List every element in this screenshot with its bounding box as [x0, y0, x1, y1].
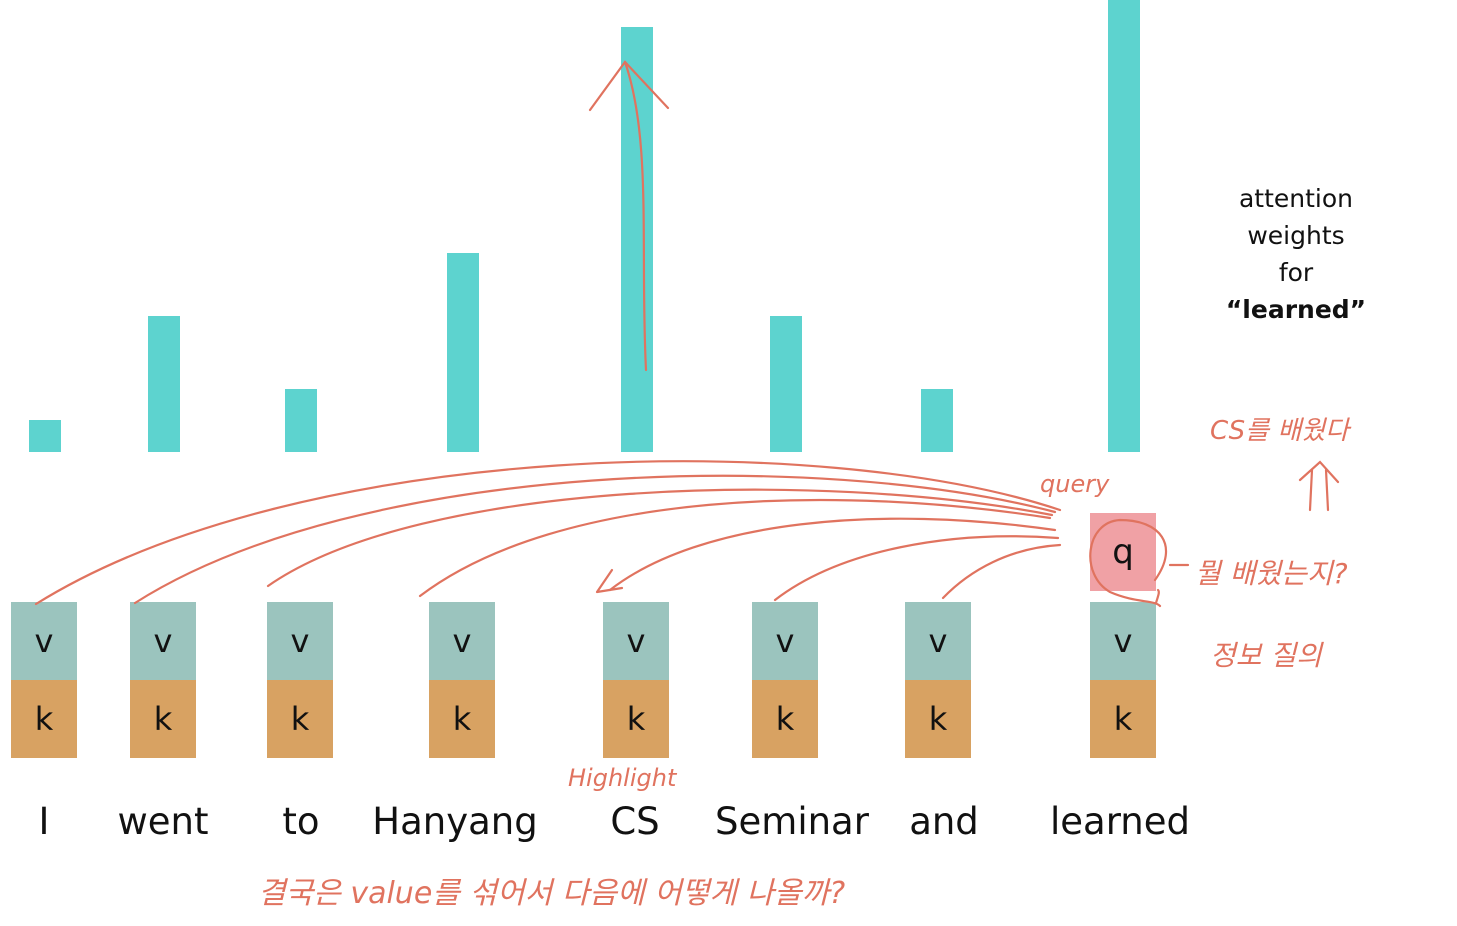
- bar-to: [285, 389, 317, 452]
- word-and: and: [909, 800, 979, 843]
- key-box-cs: k: [603, 680, 669, 758]
- word-cs: CS: [610, 800, 660, 843]
- key-box-learned: k: [1090, 680, 1156, 758]
- bar-and: [921, 389, 953, 452]
- annotation-query: query: [1040, 470, 1110, 498]
- value-box-to: v: [267, 602, 333, 680]
- key-box-to: k: [267, 680, 333, 758]
- ink-curve-to-seminar: [773, 535, 1060, 602]
- key-box-and: k: [905, 680, 971, 758]
- legend-line-1: attention: [1238, 184, 1354, 213]
- key-box-went: k: [130, 680, 196, 758]
- word-hanyang: Hanyang: [372, 800, 538, 843]
- legend: attention weights for “learned”: [1196, 180, 1396, 328]
- annotation-highlight: Highlight: [568, 764, 677, 792]
- annotation-what-learned: 뭘 배웠는지?: [1195, 557, 1348, 590]
- ink-curve-to-and: [941, 543, 1062, 600]
- bar-learned: [1108, 0, 1140, 452]
- value-box-hanyang: v: [429, 602, 495, 680]
- bar-seminar: [770, 316, 802, 452]
- bar-hanyang: [447, 253, 479, 452]
- ink-curve-to-to: [266, 488, 1054, 588]
- value-box-learned: v: [1090, 602, 1156, 680]
- value-box-went: v: [130, 602, 196, 680]
- ink-curve-to-i: [34, 460, 1062, 606]
- word-to: to: [282, 800, 320, 843]
- value-box-seminar: v: [752, 602, 818, 680]
- ink-curve-to-hanyang: [418, 498, 1052, 598]
- key-box-i: k: [11, 680, 77, 758]
- word-seminar: Seminar: [715, 800, 869, 843]
- legend-line-4: “learned”: [1225, 295, 1367, 324]
- ink-curve-to-went: [133, 474, 1057, 605]
- value-box-i: v: [11, 602, 77, 680]
- word-learned: learned: [1050, 800, 1190, 843]
- word-i: I: [38, 800, 50, 843]
- key-box-seminar: k: [752, 680, 818, 758]
- key-box-hanyang: k: [429, 680, 495, 758]
- annotation-info-question: 정보 질의: [1210, 639, 1322, 672]
- value-box-and: v: [905, 602, 971, 680]
- bar-went: [148, 316, 180, 452]
- ink-double-arrow-up: [1298, 460, 1340, 512]
- ink-tail-cs: [1154, 588, 1160, 605]
- query-box: q: [1090, 513, 1156, 591]
- legend-line-2: weights: [1247, 221, 1345, 250]
- annotation-cs-learned: CS를 배웠다: [1210, 416, 1350, 446]
- bar-i: [29, 420, 61, 452]
- word-went: went: [117, 800, 209, 843]
- ink-arrowhead-cs: [595, 568, 624, 594]
- annotation-bottom: 결국은 value를 섞어서 다음에 어떻게 나올까?: [258, 876, 846, 911]
- bar-cs: [621, 27, 653, 452]
- value-box-cs: v: [603, 602, 669, 680]
- legend-line-3: for: [1278, 258, 1314, 287]
- ink-curve-to-cs: [608, 517, 1057, 592]
